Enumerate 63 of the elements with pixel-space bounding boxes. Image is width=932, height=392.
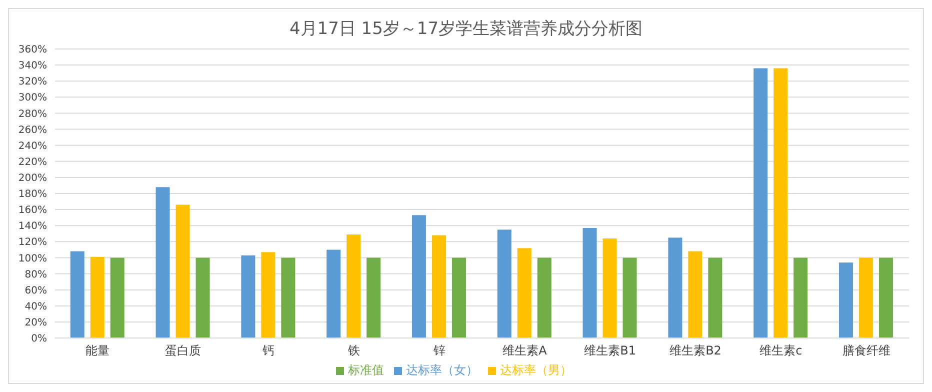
- y-tick-label: 240%: [18, 140, 47, 152]
- legend-label: 达标率（男）: [500, 363, 572, 377]
- bar: [432, 235, 446, 338]
- x-tick-label: 蛋白质: [165, 344, 202, 358]
- bar: [196, 258, 210, 338]
- bar: [261, 252, 276, 338]
- bar: [708, 258, 722, 338]
- x-tick-label: 锌: [432, 344, 446, 358]
- bar: [622, 258, 637, 338]
- x-tick-label: 维生素B2: [670, 344, 722, 358]
- bar: [156, 187, 170, 338]
- bar: [838, 262, 853, 338]
- y-tick-label: 20%: [24, 317, 47, 328]
- y-tick-label: 100%: [18, 253, 47, 264]
- y-tick-label: 120%: [18, 237, 47, 248]
- x-tick-label: 钙: [262, 344, 274, 358]
- y-tick-label: 140%: [18, 221, 47, 232]
- bar: [366, 258, 381, 338]
- y-tick-label: 200%: [18, 172, 47, 184]
- bar: [70, 251, 84, 338]
- y-tick-label: 320%: [18, 76, 47, 88]
- bar: [537, 258, 552, 338]
- bar: [241, 255, 256, 338]
- y-tick-label: 220%: [18, 156, 47, 168]
- bar: [412, 215, 426, 338]
- legend-label: 标准值: [348, 363, 384, 377]
- bar: [517, 248, 532, 338]
- y-tick-label: 60%: [24, 285, 47, 296]
- bar: [452, 258, 466, 338]
- x-tick-label: 维生素A: [502, 344, 548, 358]
- bar: [281, 258, 296, 338]
- bar: [878, 258, 893, 338]
- bar: [794, 258, 808, 338]
- bar: [668, 238, 682, 338]
- bar: [497, 230, 512, 338]
- bar: [90, 256, 104, 338]
- bar: [602, 238, 617, 338]
- chart-title: 4月17日 15岁～17岁学生菜谱营养成分分析图: [288, 18, 644, 41]
- x-tick-label: 能量: [86, 344, 110, 358]
- bar: [858, 258, 873, 338]
- bar: [582, 228, 597, 338]
- y-tick-label: 340%: [18, 60, 47, 72]
- y-tick-label: 0%: [31, 334, 47, 345]
- y-tick-label: 260%: [18, 124, 47, 136]
- bar: [176, 204, 190, 338]
- bar: [754, 68, 768, 338]
- y-tick-label: 180%: [18, 189, 47, 200]
- y-tick-label: 280%: [18, 108, 47, 120]
- y-tick-label: 80%: [24, 269, 47, 280]
- y-tick-label: 300%: [18, 92, 47, 104]
- y-tick-label: 40%: [24, 301, 47, 312]
- bar: [110, 258, 124, 338]
- bar: [774, 68, 788, 338]
- x-tick-label: 维生素c: [760, 344, 802, 358]
- bar: [688, 251, 702, 338]
- y-tick-label: 160%: [18, 205, 47, 216]
- x-tick-label: 铁: [346, 344, 360, 358]
- bar: [326, 250, 341, 338]
- x-tick-label: 膳食纤维: [842, 344, 890, 358]
- bar: [346, 234, 361, 338]
- y-tick-label: 360%: [18, 44, 47, 56]
- legend-label: 达标率（女）: [406, 363, 478, 377]
- x-tick-label: 维生素B1: [584, 344, 636, 358]
